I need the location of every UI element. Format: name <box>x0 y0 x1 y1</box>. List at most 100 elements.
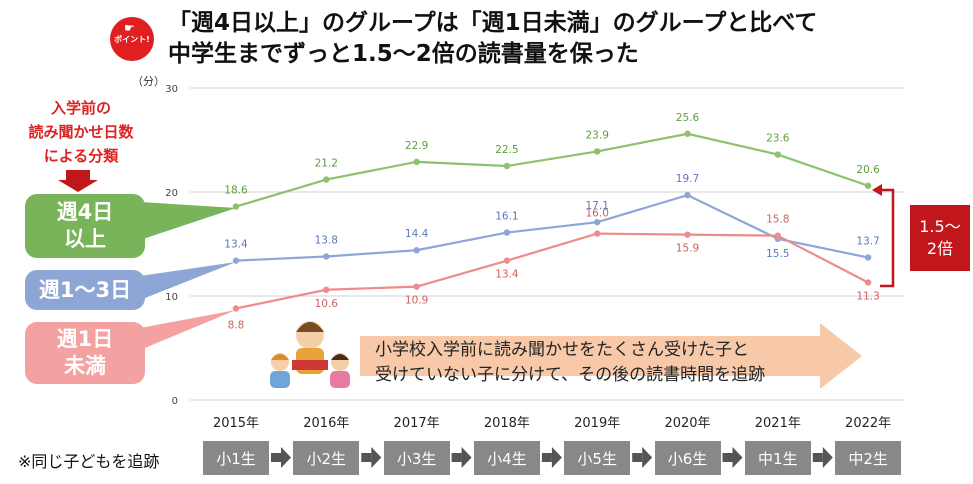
child-body-icon <box>270 371 290 388</box>
data-label: 11.3 <box>856 290 879 302</box>
data-point <box>684 191 691 199</box>
callout-weekly-4-plus: 週4日 以上 <box>25 194 145 258</box>
grade-box: 小2生 <box>293 441 360 475</box>
grade-box: 小4生 <box>473 441 540 475</box>
data-label: 10.9 <box>405 295 428 307</box>
x-tick-label: 2021年 <box>755 416 801 431</box>
arrow-right-icon <box>732 447 743 468</box>
classification-note-line-2: 読み聞かせ日数 <box>28 123 134 141</box>
grade-box: 小3生 <box>383 441 450 475</box>
data-point <box>594 230 601 237</box>
x-tick-label: 2022年 <box>845 416 891 431</box>
arrow-right-icon <box>451 453 462 462</box>
series-line <box>235 193 869 262</box>
callout-weekly-under-1: 週1日 未満 <box>25 322 145 384</box>
grade-box: 中1生 <box>744 441 811 475</box>
callout-weekly-4-line-1: 週4日 <box>56 200 114 224</box>
data-point <box>503 162 511 170</box>
callout-weekly-under-1-tail <box>140 310 236 350</box>
grade-box: 小6生 <box>654 441 721 475</box>
arrow-right-icon <box>822 447 833 468</box>
data-label: 22.5 <box>495 144 518 156</box>
data-point <box>864 279 872 286</box>
page-title: 「週4日以上」のグループは「週1日未満」のグループと比べて 中学生までずっと1.… <box>168 8 817 70</box>
data-label: 13.7 <box>856 236 879 248</box>
data-label: 17.1 <box>586 200 609 212</box>
data-point <box>594 218 601 226</box>
data-point <box>323 253 330 260</box>
classification-note: 入学前の 読み聞かせ日数 による分類 <box>18 96 144 168</box>
data-label: 13.4 <box>224 239 248 251</box>
callout-weekly-1-3-label: 週1～3日 <box>38 277 132 302</box>
banner-line-2: 受けていない子に分けて、その後の読書時間を追跡 <box>375 365 766 385</box>
point-badge: ☛ ポイント! <box>110 17 154 61</box>
data-label: 22.9 <box>405 140 428 152</box>
arrow-right-icon <box>541 453 552 462</box>
x-tick-label: 2018年 <box>484 416 530 431</box>
x-tick-label: 2017年 <box>394 416 440 431</box>
arrow-right-icon <box>461 447 472 468</box>
arrow-right-icon <box>281 447 291 468</box>
data-label: 13.4 <box>495 269 519 281</box>
data-point <box>864 254 872 261</box>
data-label: 21.2 <box>315 158 338 170</box>
data-point <box>684 130 691 137</box>
arrow-right-icon <box>551 447 562 468</box>
x-tick-label: 2020年 <box>664 416 710 431</box>
data-label: 25.6 <box>676 112 700 124</box>
y-tick-label: 20 <box>165 188 178 199</box>
data-point <box>503 257 511 264</box>
data-label: 19.7 <box>676 173 699 185</box>
data-label: 18.6 <box>224 185 248 197</box>
grade-box: 小5生 <box>564 441 631 475</box>
data-label: 20.6 <box>856 164 880 176</box>
banner-line-1: 小学校入学前に読み聞かせをたくさん受けた子と <box>375 340 749 360</box>
data-label: 13.8 <box>315 234 338 246</box>
grade-box: 小1生 <box>203 441 269 475</box>
data-point <box>323 286 330 293</box>
data-label: 16.1 <box>495 211 518 223</box>
data-point <box>413 247 420 254</box>
title-line-1: 「週4日以上」のグループは「週1日未満」のグループと比べて <box>168 10 818 36</box>
data-label: 8.8 <box>228 319 245 331</box>
data-point <box>503 229 511 236</box>
callout-weekly-4-tail <box>140 202 236 240</box>
down-arrow-icon <box>58 170 98 192</box>
data-point <box>413 283 420 290</box>
data-label: 23.6 <box>766 133 790 145</box>
data-point <box>232 203 240 210</box>
ratio-badge: 1.5～ 2倍 <box>910 205 970 271</box>
arrow-right-icon <box>271 453 281 462</box>
data-label: 16.0 <box>586 208 609 220</box>
data-point <box>684 231 691 238</box>
data-point <box>864 182 872 189</box>
data-label: 15.8 <box>766 214 789 226</box>
ratio-arrow-head-icon <box>872 184 882 196</box>
tracking-note: ※同じ子どもを追跡 <box>18 452 160 471</box>
y-tick-label: 0 <box>172 396 178 407</box>
arrow-right-icon <box>722 453 733 462</box>
arrow-right-icon <box>642 447 653 468</box>
arrow-right-icon <box>361 453 372 462</box>
data-point <box>232 305 240 312</box>
callout-weekly-1-3: 週1～3日 <box>25 270 145 310</box>
data-label: 15.5 <box>766 248 789 260</box>
y-tick-label: 30 <box>165 84 178 95</box>
callout-weekly-1-3-tail <box>140 262 236 300</box>
callout-weekly-4-line-2: 以上 <box>64 227 106 251</box>
child-hair-icon <box>331 354 349 360</box>
data-point <box>232 257 240 264</box>
classification-note-line-3: による分類 <box>43 147 119 165</box>
x-tick-label: 2016年 <box>303 416 349 431</box>
data-point <box>594 148 601 155</box>
data-point <box>323 176 330 183</box>
child-hair-icon <box>271 354 289 360</box>
children-reading-illustration <box>270 321 350 388</box>
data-label: 14.4 <box>405 228 429 240</box>
data-point <box>774 151 781 158</box>
book-icon <box>292 360 328 370</box>
data-point <box>413 158 420 166</box>
ratio-bracket <box>880 188 895 288</box>
classification-note-line-1: 入学前の <box>50 99 111 117</box>
